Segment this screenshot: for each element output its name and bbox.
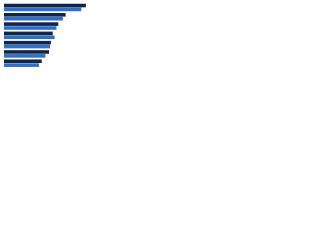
bar xyxy=(4,3,86,8)
bar xyxy=(4,35,55,40)
bar xyxy=(4,63,39,67)
bar xyxy=(4,44,50,49)
chart xyxy=(0,0,100,71)
bar xyxy=(4,59,42,64)
bar xyxy=(4,22,59,26)
bar xyxy=(4,54,46,58)
bar xyxy=(4,16,63,21)
bar xyxy=(4,26,57,30)
bar xyxy=(4,50,50,54)
bar xyxy=(4,31,53,36)
bar xyxy=(4,7,82,12)
page: (() => { const data = JSON.parse(documen… xyxy=(0,0,320,71)
bar xyxy=(4,13,66,17)
bar xyxy=(4,40,51,45)
